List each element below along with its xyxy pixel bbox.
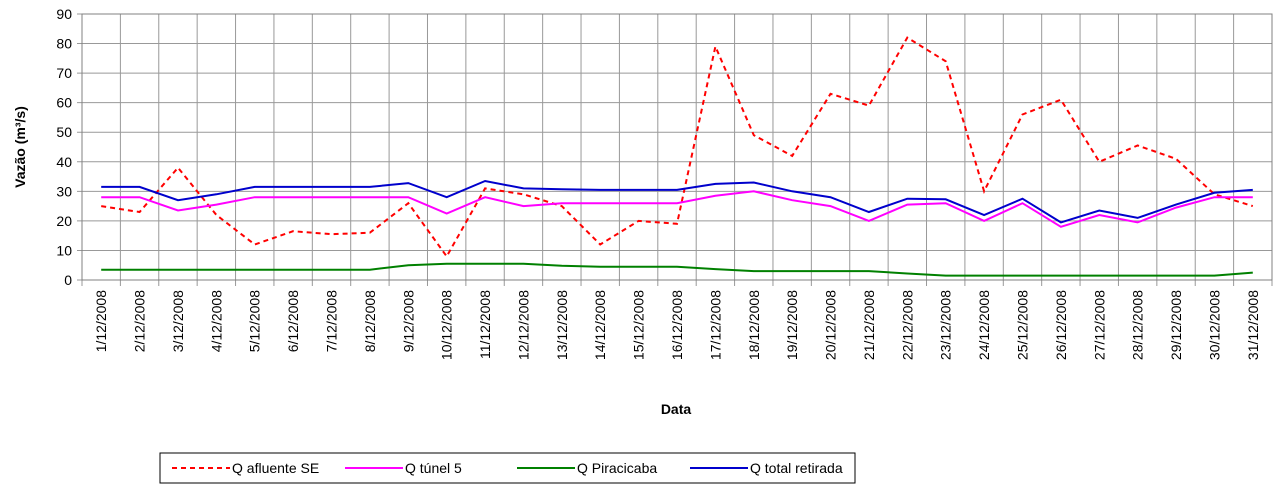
y-tick-label: 90	[56, 6, 72, 22]
x-tick-label: 18/12/2008	[746, 290, 762, 360]
y-tick-label: 20	[56, 213, 72, 229]
y-tick-label: 40	[56, 154, 72, 170]
x-tick-label: 10/12/2008	[439, 290, 455, 360]
legend-label: Q Piracicaba	[577, 460, 657, 476]
x-tick-label: 5/12/2008	[247, 290, 263, 352]
x-tick-label: 4/12/2008	[208, 290, 224, 352]
x-tick-label: 3/12/2008	[170, 290, 186, 352]
x-tick-label: 1/12/2008	[93, 290, 109, 352]
plot-border	[81, 13, 1273, 281]
series-line	[101, 179, 1253, 224]
legend-label: Q afluente SE	[232, 460, 319, 476]
x-axis-title: Data	[661, 401, 692, 417]
y-tick-label: 70	[56, 65, 72, 81]
y-tick-label: 60	[56, 95, 72, 111]
x-tick-label: 7/12/2008	[324, 290, 340, 352]
series-line	[101, 262, 1253, 277]
x-tick-label: 19/12/2008	[784, 290, 800, 360]
y-tick-label: 30	[56, 183, 72, 199]
x-tick-label: 22/12/2008	[899, 290, 915, 360]
x-tick-label: 26/12/2008	[1053, 290, 1069, 360]
x-tick-label: 20/12/2008	[823, 290, 839, 360]
y-axis-title: Vazão (m³/s)	[12, 106, 28, 188]
legend-box	[159, 452, 856, 484]
x-tick-label: 14/12/2008	[592, 290, 608, 360]
x-tick-label: 12/12/2008	[515, 290, 531, 360]
x-tick-label: 6/12/2008	[285, 290, 301, 352]
x-tick-label: 8/12/2008	[362, 290, 378, 352]
x-tick-label: 28/12/2008	[1130, 290, 1146, 360]
y-tick-label: 80	[56, 36, 72, 52]
x-tick-label: 25/12/2008	[1014, 290, 1030, 360]
x-tick-label: 21/12/2008	[861, 290, 877, 360]
x-tick-label: 9/12/2008	[400, 290, 416, 352]
x-tick-label: 24/12/2008	[976, 290, 992, 360]
x-tick-label: 2/12/2008	[132, 290, 148, 352]
x-tick-label: 30/12/2008	[1206, 290, 1222, 360]
series-line	[101, 36, 1254, 259]
x-tick-label: 16/12/2008	[669, 290, 685, 360]
x-tick-label: 23/12/2008	[938, 290, 954, 360]
legend-label: Q total retirada	[750, 460, 843, 476]
x-tick-label: 17/12/2008	[707, 290, 723, 360]
y-tick-label: 50	[56, 124, 72, 140]
series-line	[101, 190, 1253, 228]
x-tick-label: 15/12/2008	[631, 290, 647, 360]
x-tick-label: 27/12/2008	[1091, 290, 1107, 360]
y-tick-label: 0	[64, 272, 72, 288]
y-tick-label: 10	[56, 242, 72, 258]
x-tick-label: 31/12/2008	[1245, 290, 1261, 360]
x-tick-label: 11/12/2008	[477, 290, 493, 359]
x-tick-label: 29/12/2008	[1168, 290, 1184, 360]
legend-label: Q túnel 5	[405, 460, 462, 476]
x-tick-label: 13/12/2008	[554, 290, 570, 360]
